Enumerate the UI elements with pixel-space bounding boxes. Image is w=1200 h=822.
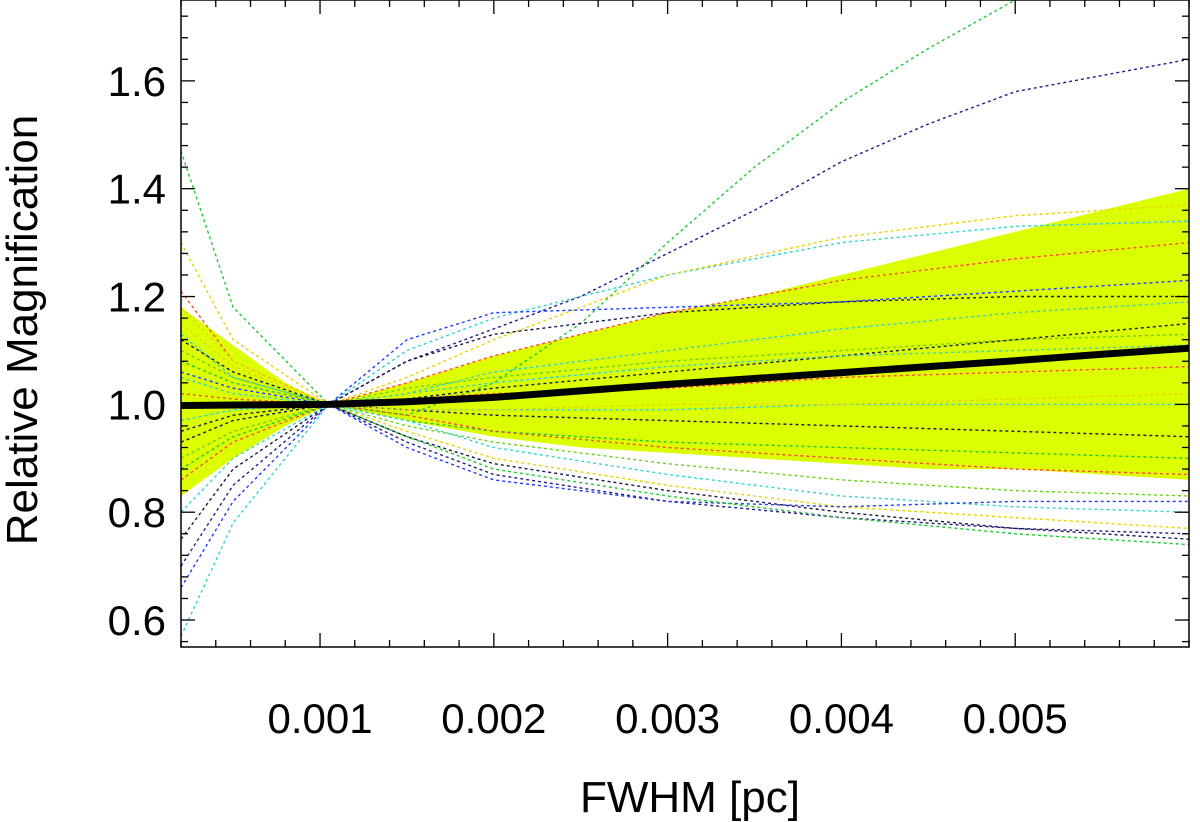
dashed-series-line-21 — [181, 403, 1189, 546]
tick-labels: 0.001 0.002 0.003 0.004 0.005 0.6 0.8 1.0 1.2 1.4… — [108, 58, 1068, 742]
dashed-series-line-17 — [181, 322, 1189, 530]
dashed-series-line-20 — [181, 371, 1189, 508]
dashed-series-line-12 — [181, 403, 1189, 438]
y-tick-label: 1.4 — [108, 166, 166, 213]
plot-area — [181, 0, 1189, 637]
dashed-series-line-6 — [181, 279, 1189, 589]
y-axis-title: Relative Magnification — [0, 115, 47, 545]
dashed-series-line-24 — [181, 306, 1189, 411]
dashed-series-line-9 — [181, 333, 1189, 459]
median-line — [181, 344, 1189, 409]
x-tick-label: 0.005 — [963, 695, 1068, 742]
dashed-series-line-19 — [181, 403, 1189, 535]
dashed-series-line-15 — [181, 349, 1189, 497]
axis-ticks — [180, 0, 1190, 647]
y-tick-label: 1.6 — [108, 58, 166, 105]
x-axis-title: FWHM [pc] — [580, 773, 800, 822]
dashed-series-line-7 — [181, 295, 1189, 540]
plot-frame — [180, 0, 1190, 648]
y-tick-label: 0.8 — [108, 489, 166, 536]
dashed-series-line-3 — [181, 220, 1189, 637]
confidence-band — [181, 188, 1189, 496]
dashed-series-line-14 — [181, 403, 1189, 481]
dashed-series-line-22 — [181, 322, 1189, 406]
y-tick-label: 1.2 — [108, 274, 166, 321]
dashed-series-line-11 — [181, 376, 1189, 411]
dashed-series-line-10 — [181, 365, 1189, 406]
x-tick-label: 0.003 — [615, 695, 720, 742]
dashed-series-line-4 — [181, 204, 1189, 406]
x-tick-label: 0.001 — [267, 695, 372, 742]
x-tick-label: 0.004 — [789, 695, 894, 742]
y-tick-label: 0.6 — [108, 597, 166, 644]
y-tick-label: 1.0 — [108, 381, 166, 428]
x-tick-label: 0.002 — [441, 695, 546, 742]
